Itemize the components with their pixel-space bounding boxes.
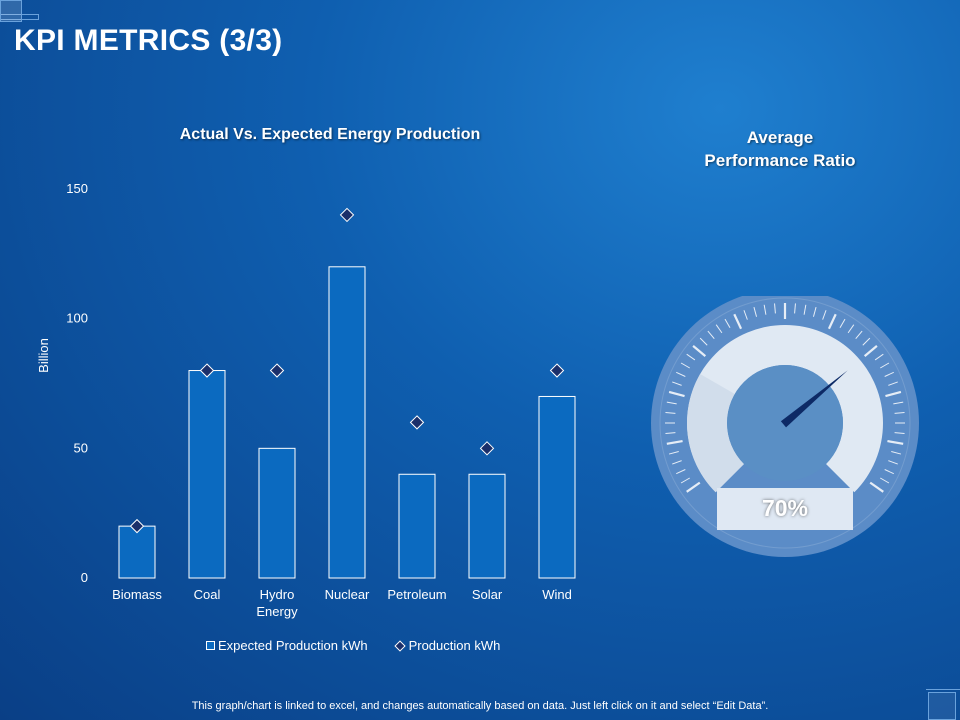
gauge-tick	[672, 381, 682, 386]
bar-petroleum[interactable]	[398, 473, 436, 579]
bar-hydro-energy[interactable]	[258, 447, 296, 579]
gauge-tick	[891, 450, 902, 455]
gauge-tick	[863, 345, 878, 357]
gauge-band-shade	[687, 374, 744, 493]
marker-petroleum[interactable]	[409, 415, 425, 430]
gauge-tick	[715, 324, 723, 334]
gauge-tick	[827, 313, 837, 330]
gauge-tick	[839, 318, 846, 328]
legend-item-production: Production kWh	[393, 638, 501, 653]
y-tick-label: 150	[66, 181, 88, 196]
gauge-tick	[812, 306, 817, 317]
y-tick-label: 100	[66, 311, 88, 326]
gauge-tick	[707, 330, 715, 340]
gauge-tick	[884, 469, 894, 475]
gauge-tick	[847, 324, 855, 334]
gauge-tick	[894, 432, 905, 434]
corner-decoration-square-bottom	[928, 692, 956, 720]
gauge-tick	[743, 310, 748, 320]
corner-decoration-line	[0, 14, 39, 20]
x-tick-label: Wind	[542, 587, 572, 602]
gauge-tick	[880, 362, 890, 369]
gauge-tick	[680, 477, 690, 484]
y-axis-label: Billion	[36, 338, 51, 373]
x-tick-label: Petroleum	[387, 587, 446, 602]
gauge-tick	[665, 412, 676, 414]
gauge-tick	[680, 362, 690, 369]
gauge-value-label: 70%	[717, 488, 853, 530]
legend-item-expected: Expected Production kWh	[206, 638, 368, 653]
marker-biomass[interactable]	[129, 518, 145, 534]
x-tick-label: Solar	[472, 587, 503, 602]
gauge-tick	[666, 401, 677, 405]
gauge-tick	[668, 390, 685, 398]
gauge-band	[687, 325, 883, 493]
x-tick-label: Coal	[194, 587, 221, 602]
gauge-tick	[862, 337, 871, 346]
gauge-tick	[686, 481, 701, 493]
gauge-tick	[869, 481, 884, 493]
gauge-tick	[668, 450, 679, 455]
bar-solar[interactable]	[468, 473, 506, 579]
gauge-tick	[665, 432, 676, 434]
gauge-tick	[887, 439, 904, 445]
corner-decoration-square	[0, 0, 22, 22]
bar-biomass[interactable]	[118, 525, 156, 579]
x-tick-label: Biomass	[112, 587, 162, 602]
marker-hydro-energy[interactable]	[269, 363, 285, 378]
corner-decoration-line-bottom	[926, 689, 960, 720]
gauge-tick	[794, 303, 796, 314]
legend-diamond-icon	[393, 639, 406, 652]
gauge-tick	[686, 353, 696, 361]
gauge-tick	[666, 439, 683, 445]
gauge-tick	[880, 477, 890, 484]
gauge-tick	[888, 381, 898, 386]
legend-label-production: Production kWh	[408, 638, 501, 653]
legend-square-icon	[206, 641, 215, 650]
chart-title: Actual Vs. Expected Energy Production	[179, 126, 481, 143]
gauge-needle	[780, 370, 848, 428]
gauge-tick	[803, 304, 807, 315]
gauge-title-line1: Average	[746, 128, 814, 147]
gauge-tick	[676, 469, 686, 475]
gauge-tick	[894, 412, 905, 414]
gauge-tick	[692, 345, 707, 357]
gauge-title-line2: Performance Ratio	[704, 151, 856, 170]
page-title: KPI METRICS (3/3)	[14, 24, 283, 57]
gauge-tick	[774, 303, 776, 314]
legend-label-expected: Expected Production kWh	[218, 638, 368, 653]
gauge-tick	[893, 401, 904, 405]
bar-wind[interactable]	[538, 395, 576, 579]
y-tick-label: 50	[74, 440, 88, 455]
gauge-tick	[733, 313, 743, 330]
marker-wind[interactable]	[549, 363, 565, 378]
gauge-tick	[699, 337, 708, 346]
marker-coal[interactable]	[199, 363, 215, 378]
gauge-tick	[676, 371, 686, 377]
gauge-tick	[724, 318, 731, 328]
gauge-tick	[822, 310, 827, 320]
marker-nuclear[interactable]	[339, 207, 355, 223]
marker-solar[interactable]	[479, 441, 495, 456]
gauge-tick	[855, 330, 863, 340]
gauge-tick	[753, 306, 758, 317]
y-tick-label: 0	[81, 570, 88, 585]
x-tick-label: Energy	[256, 604, 298, 619]
bar-nuclear[interactable]	[328, 266, 366, 579]
gauge-tick	[885, 390, 902, 398]
chart-legend: Expected Production kWh Production kWh	[206, 638, 500, 653]
x-tick-label: Nuclear	[325, 587, 370, 602]
footnote: This graph/chart is linked to excel, and…	[191, 700, 769, 712]
gauge-ticks	[665, 303, 905, 493]
gauge-tick	[874, 353, 884, 361]
gauge-tick	[672, 460, 682, 465]
bar-coal[interactable]	[188, 370, 226, 579]
x-tick-label: Hydro	[260, 587, 295, 602]
gauge-tick	[763, 304, 767, 315]
gauge-tick	[888, 460, 898, 465]
gauge-tick	[884, 371, 894, 377]
gauge-title: Average Performance Ratio	[650, 126, 910, 172]
